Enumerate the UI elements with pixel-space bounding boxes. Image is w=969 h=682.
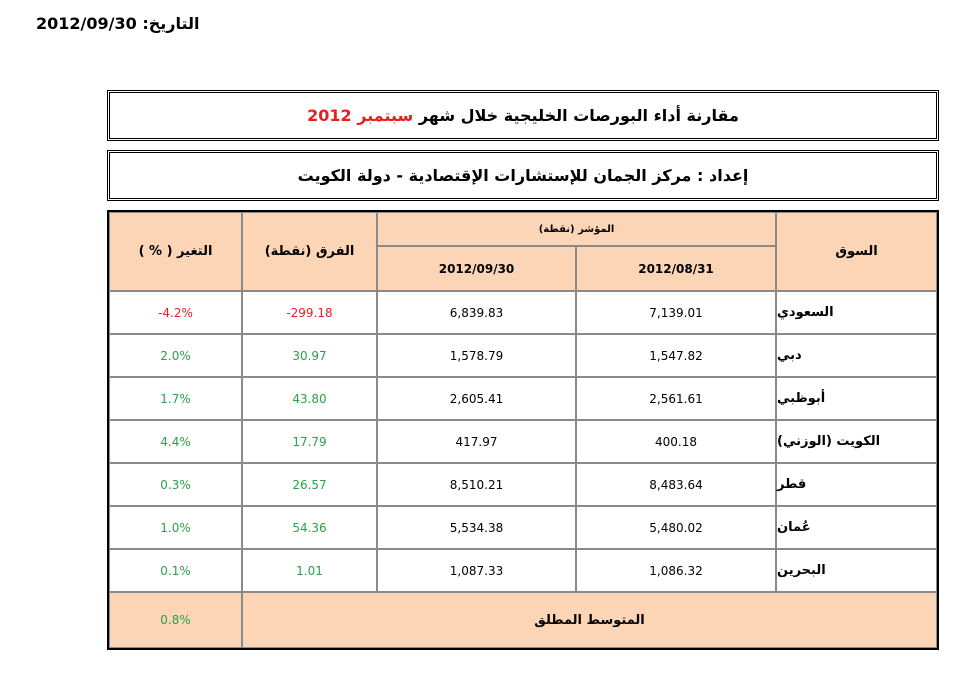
row-value-date2: 8,510.21 [377, 463, 576, 506]
row-diff: 26.57 [242, 463, 377, 506]
row-change: 1.7% [109, 377, 242, 420]
row-value-date1: 5,480.02 [576, 506, 776, 549]
header-market: السوق [776, 212, 937, 291]
row-market: دبي [776, 334, 937, 377]
footer-label: المتوسط المطلق [242, 592, 937, 648]
comparison-table: السوق المؤشر (نقطة) 2012/08/31 2012/09/3… [107, 210, 939, 650]
footer-value: 0.8% [109, 592, 242, 648]
row-value-date1: 1,086.32 [576, 549, 776, 592]
row-change: 4.4% [109, 420, 242, 463]
date-value: 2012/09/30 [36, 14, 137, 33]
row-change: 2.0% [109, 334, 242, 377]
report-title-month: سبتمبر 2012 [307, 106, 414, 125]
header-date2: 2012/09/30 [377, 246, 576, 291]
row-value-date1: 8,483.64 [576, 463, 776, 506]
row-value-date2: 1,578.79 [377, 334, 576, 377]
row-value-date2: 417.97 [377, 420, 576, 463]
row-value-date1: 7,139.01 [576, 291, 776, 334]
row-market: السعودي [776, 291, 937, 334]
report-title-box: مقارنة أداء البورصات الخليجية خلال شهر س… [107, 90, 939, 141]
row-value-date2: 6,839.83 [377, 291, 576, 334]
row-market: عُمان [776, 506, 937, 549]
header-index-group: المؤشر (نقطة) [377, 212, 776, 246]
report-title-prefix: مقارنة أداء البورصات الخليجية خلال شهر [418, 106, 739, 125]
row-value-date2: 2,605.41 [377, 377, 576, 420]
row-diff: 43.80 [242, 377, 377, 420]
date-label: التاريخ: [142, 14, 200, 33]
row-value-date2: 1,087.33 [377, 549, 576, 592]
row-diff: -299.18 [242, 291, 377, 334]
row-change: -4.2% [109, 291, 242, 334]
row-market: الكويت (الوزني) [776, 420, 937, 463]
row-diff: 17.79 [242, 420, 377, 463]
row-diff: 1.01 [242, 549, 377, 592]
row-value-date1: 400.18 [576, 420, 776, 463]
prepared-by-box: إعداد : مركز الجمان للإستشارات الإقتصادي… [107, 150, 939, 201]
row-market: أبوظبي [776, 377, 937, 420]
row-diff: 54.36 [242, 506, 377, 549]
row-market: البحرين [776, 549, 937, 592]
row-change: 1.0% [109, 506, 242, 549]
date-line: التاريخ: 2012/09/30 [36, 14, 200, 33]
row-value-date1: 2,561.61 [576, 377, 776, 420]
header-diff: الفرق (نقطة) [242, 212, 377, 291]
row-change: 0.1% [109, 549, 242, 592]
report-title: مقارنة أداء البورصات الخليجية خلال شهر س… [307, 106, 739, 125]
row-value-date2: 5,534.38 [377, 506, 576, 549]
row-diff: 30.97 [242, 334, 377, 377]
row-market: قطر [776, 463, 937, 506]
header-change: التغير ( % ) [109, 212, 242, 291]
row-change: 0.3% [109, 463, 242, 506]
header-date1: 2012/08/31 [576, 246, 776, 291]
row-value-date1: 1,547.82 [576, 334, 776, 377]
prepared-by-text: إعداد : مركز الجمان للإستشارات الإقتصادي… [297, 166, 749, 185]
